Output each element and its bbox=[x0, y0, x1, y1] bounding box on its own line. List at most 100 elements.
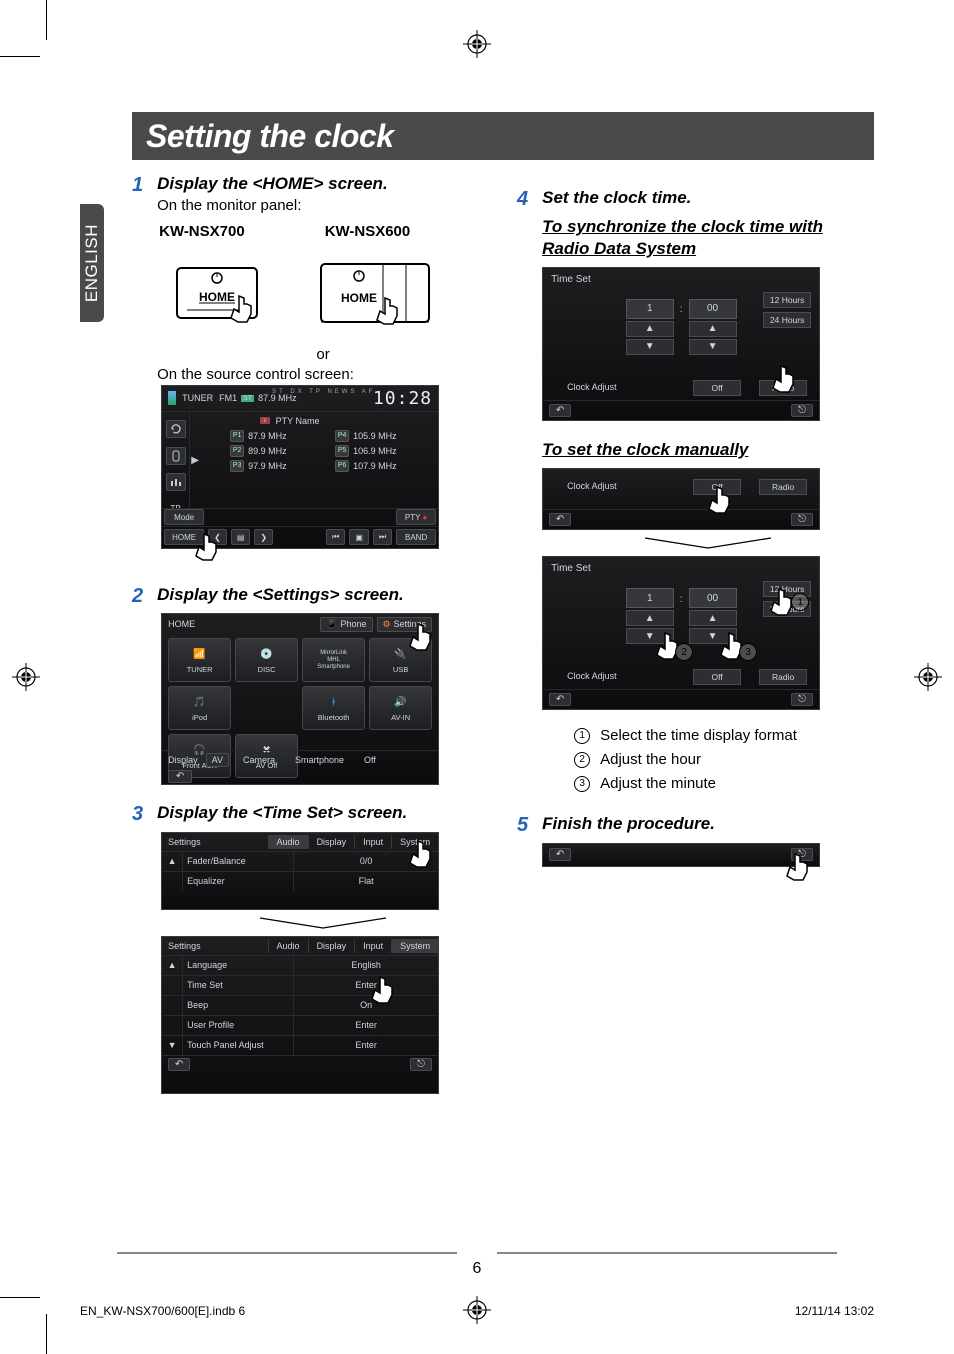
seek-prev-button[interactable]: ⏮ bbox=[326, 529, 345, 545]
settings-tab[interactable]: System bbox=[391, 835, 438, 849]
source-tile[interactable]: 💿DISC bbox=[235, 638, 298, 682]
signal-icon bbox=[168, 391, 176, 405]
back-button[interactable]: ↶ bbox=[168, 1058, 190, 1071]
settings-row[interactable]: ▲LanguageEnglish bbox=[162, 955, 438, 975]
settings-tab[interactable]: Input bbox=[354, 939, 391, 953]
settings-tab[interactable]: Audio bbox=[268, 835, 308, 849]
source-tile[interactable]: 🎵iPod bbox=[168, 686, 231, 730]
next-button[interactable]: ❯ bbox=[254, 529, 273, 545]
back-button[interactable]: ↶ bbox=[549, 404, 571, 417]
or-text: or bbox=[157, 346, 489, 363]
usb-icon[interactable] bbox=[166, 447, 186, 465]
hours-12-button[interactable]: 12 Hours bbox=[763, 292, 811, 308]
radio-button[interactable]: Radio bbox=[759, 669, 807, 685]
preset-button[interactable]: P397.9 MHz bbox=[230, 460, 327, 472]
minute-down-button[interactable]: ▼ bbox=[689, 628, 737, 644]
callout-item: 1Select the time display format bbox=[574, 724, 874, 748]
home-button[interactable]: HOME bbox=[164, 529, 204, 545]
minute-up-button[interactable]: ▲ bbox=[689, 321, 737, 337]
radio-button[interactable]: Radio bbox=[759, 380, 807, 396]
settings-tab[interactable]: Input bbox=[354, 835, 391, 849]
settings-button[interactable]: ⚙Settings bbox=[377, 617, 433, 632]
source-tile[interactable]: 🔊AV-IN bbox=[369, 686, 432, 730]
eq-icon[interactable] bbox=[166, 473, 186, 491]
display-option[interactable]: Smartphone bbox=[289, 753, 350, 767]
band-button[interactable]: BAND bbox=[396, 529, 436, 545]
preset-button[interactable]: P4105.9 MHz bbox=[335, 430, 432, 442]
back-button[interactable]: ↶ bbox=[549, 848, 571, 861]
settings-row[interactable]: User ProfileEnter bbox=[162, 1015, 438, 1035]
preset-button[interactable]: P5106.9 MHz bbox=[335, 445, 432, 457]
footer-date: 12/11/14 13:02 bbox=[795, 1304, 874, 1318]
radio-button[interactable]: Radio bbox=[759, 479, 807, 495]
off-button[interactable]: Off bbox=[693, 380, 741, 396]
step-number: 3 bbox=[132, 803, 143, 826]
hours-24-button[interactable]: 24 Hours bbox=[763, 312, 811, 328]
timeset-screenshot: Time Set 1 ▲ ▼ : 00 bbox=[542, 267, 820, 421]
hour-up-button[interactable]: ▲ bbox=[626, 610, 674, 626]
hour-up-button[interactable]: ▲ bbox=[626, 321, 674, 337]
settings-tab[interactable]: Display bbox=[308, 835, 355, 849]
hour-down-button[interactable]: ▼ bbox=[626, 628, 674, 644]
settings-row[interactable]: BeepOn bbox=[162, 995, 438, 1015]
prev-button[interactable]: ❮ bbox=[208, 529, 227, 545]
settings-row[interactable]: ▲Fader/Balance0/0 bbox=[162, 851, 438, 871]
sub-heading: To set the clock manually bbox=[542, 439, 874, 460]
sub-heading: To synchronize the clock time with Radio… bbox=[542, 216, 874, 259]
settings-tab[interactable]: Display bbox=[308, 939, 355, 953]
step-number: 5 bbox=[517, 814, 528, 837]
reg-mark-left bbox=[12, 663, 40, 691]
clock-adjust-label: Clock Adjust bbox=[567, 382, 617, 392]
refresh-icon[interactable] bbox=[166, 420, 186, 438]
finish-bar-screenshot: ↶ ⎋ bbox=[542, 843, 820, 867]
display-option[interactable]: Camera bbox=[237, 753, 281, 767]
minute-down-button[interactable]: ▼ bbox=[689, 339, 737, 355]
settings-row[interactable]: ▼Touch Panel AdjustEnter bbox=[162, 1035, 438, 1055]
minute-value: 00 bbox=[689, 299, 737, 319]
phone-button[interactable]: 📱Phone bbox=[320, 617, 372, 632]
exit-button[interactable]: ⎋ bbox=[791, 693, 813, 706]
preset-button[interactable]: P289.9 MHz bbox=[230, 445, 327, 457]
off-button[interactable]: Off bbox=[693, 669, 741, 685]
exit-button[interactable]: ⎋ bbox=[410, 1058, 432, 1071]
clock-value: 10:28 bbox=[373, 388, 432, 409]
back-button[interactable]: ↶ bbox=[549, 693, 571, 706]
step-number: 1 bbox=[132, 174, 143, 197]
exit-button[interactable]: ⎋ bbox=[791, 404, 813, 417]
seek-next-button[interactable]: ⏭ bbox=[373, 529, 392, 545]
pty-button[interactable]: PTY● bbox=[396, 509, 436, 525]
callout-item: 3Adjust the minute bbox=[574, 772, 874, 796]
preset-button[interactable]: P6107.9 MHz bbox=[335, 460, 432, 472]
hour-value: 1 bbox=[626, 299, 674, 319]
stop-button[interactable]: ▣ bbox=[349, 529, 369, 545]
transition-arrow-icon bbox=[157, 916, 489, 930]
step-heading: Display the <Time Set> screen. bbox=[157, 803, 489, 823]
source-tile[interactable]: ᚼBluetooth bbox=[302, 686, 365, 730]
model-label: KW-NSX600 bbox=[325, 223, 411, 240]
step-heading: Display the <Settings> screen. bbox=[157, 585, 489, 605]
hour-down-button[interactable]: ▼ bbox=[626, 339, 674, 355]
settings-tab[interactable]: System bbox=[391, 939, 438, 953]
back-button[interactable]: ↶ bbox=[549, 513, 571, 526]
svg-text:HOME: HOME bbox=[199, 290, 235, 304]
settings-row[interactable]: EqualizerFlat bbox=[162, 871, 438, 891]
exit-button[interactable]: ⎋ bbox=[791, 848, 813, 861]
off-button[interactable]: Off bbox=[693, 479, 741, 495]
list-button[interactable]: ▤ bbox=[231, 529, 251, 545]
display-option[interactable]: AV bbox=[206, 753, 229, 767]
settings-row[interactable]: Time SetEnter bbox=[162, 975, 438, 995]
step-heading: Finish the procedure. bbox=[542, 814, 874, 834]
preset-button[interactable]: P187.9 MHz bbox=[230, 430, 327, 442]
tuner-screenshot: TUNER FM1 ST 87.9 MHz ST DX TP NEWS AF 1… bbox=[161, 385, 439, 549]
display-option[interactable]: Off bbox=[358, 753, 382, 767]
settings-tab[interactable]: Audio bbox=[268, 939, 308, 953]
step-heading: Set the clock time. bbox=[542, 188, 874, 208]
minute-up-button[interactable]: ▲ bbox=[689, 610, 737, 626]
source-tile[interactable]: 🔌USB bbox=[369, 638, 432, 682]
back-button[interactable]: ↶ bbox=[168, 770, 192, 783]
mode-button[interactable]: Mode bbox=[164, 509, 204, 525]
panel-illustration: HOME bbox=[159, 250, 287, 340]
source-tile[interactable]: 📶TUNER bbox=[168, 638, 231, 682]
source-tile[interactable]: MirrorLinkMHLSmartphone bbox=[302, 638, 365, 682]
exit-button[interactable]: ⎋ bbox=[791, 513, 813, 526]
